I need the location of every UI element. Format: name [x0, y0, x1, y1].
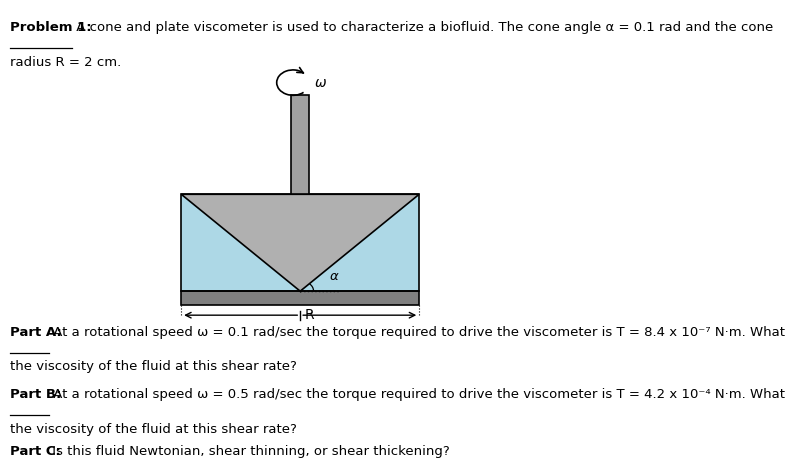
Polygon shape [181, 194, 419, 291]
Text: radius R = 2 cm.: radius R = 2 cm. [10, 56, 121, 69]
Text: At a rotational speed ω = 0.5 rad/sec the torque required to drive the viscomete: At a rotational speed ω = 0.5 rad/sec th… [49, 388, 788, 401]
FancyBboxPatch shape [181, 291, 419, 305]
Text: R: R [305, 308, 314, 322]
Text: the viscosity of the fluid at this shear rate?: the viscosity of the fluid at this shear… [10, 361, 297, 374]
Text: At a rotational speed ω = 0.1 rad/sec the torque required to drive the viscomete: At a rotational speed ω = 0.1 rad/sec th… [49, 326, 788, 339]
Text: A cone and plate viscometer is used to characterize a biofluid. The cone angle α: A cone and plate viscometer is used to c… [72, 21, 773, 34]
Text: Is this fluid Newtonian, shear thinning, or shear thickening?: Is this fluid Newtonian, shear thinning,… [48, 445, 450, 458]
Text: Part A:: Part A: [10, 326, 61, 339]
Text: the viscosity of the fluid at this shear rate?: the viscosity of the fluid at this shear… [10, 423, 297, 436]
Text: Part B:: Part B: [10, 388, 61, 401]
Text: Part C:: Part C: [10, 445, 61, 458]
FancyBboxPatch shape [181, 194, 419, 291]
Text: $\alpha$: $\alpha$ [329, 270, 340, 283]
FancyBboxPatch shape [292, 95, 309, 194]
Text: $\omega$: $\omega$ [314, 76, 327, 90]
Text: Problem 1:: Problem 1: [10, 21, 91, 34]
